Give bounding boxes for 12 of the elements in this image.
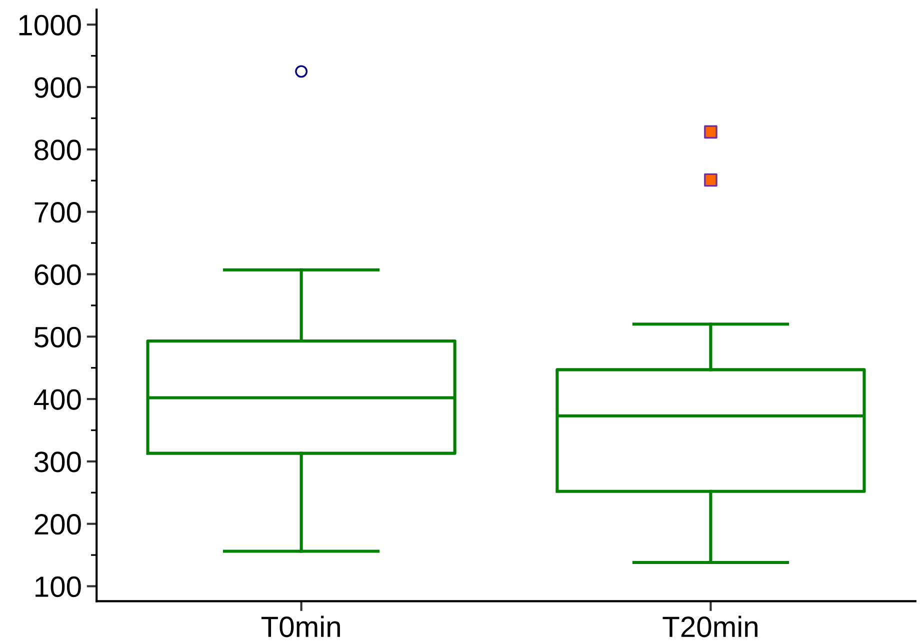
- y-tick-label: 600: [34, 264, 81, 286]
- x-tick-label: T20min: [662, 616, 758, 638]
- y-tick-label: 300: [34, 452, 81, 472]
- y-tick-label: 800: [34, 140, 81, 160]
- y-tick-label: 900: [34, 77, 81, 98]
- y-tick-label: 400: [34, 389, 81, 410]
- x-tick-label: T0min: [261, 616, 340, 638]
- y-tick-label: 500: [34, 326, 81, 348]
- y-tick-label: 700: [34, 202, 81, 223]
- y-tick-label: 200: [34, 514, 81, 535]
- y-tick-label: 1000: [19, 14, 81, 36]
- y-tick-label: 100: [36, 576, 81, 598]
